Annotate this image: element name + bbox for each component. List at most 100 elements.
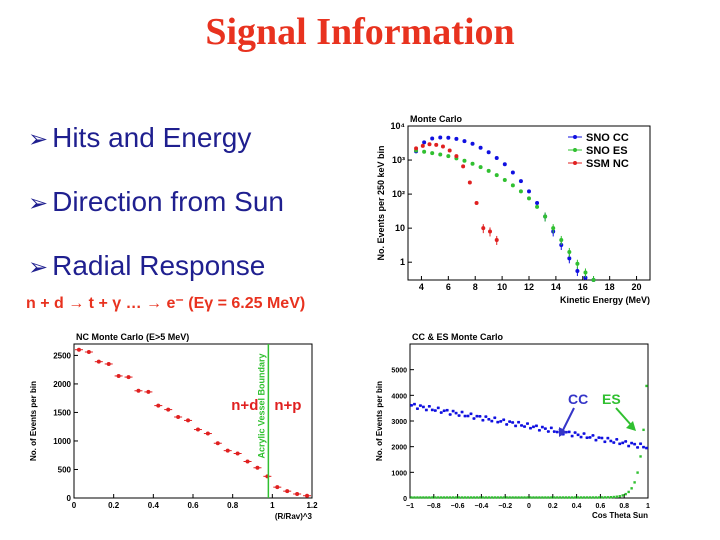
data-point (195, 427, 200, 432)
x-tick-label: 0.6 (596, 503, 606, 510)
y-axis-label: No. of Events per bin (29, 381, 38, 461)
cc-data-point (475, 414, 479, 418)
annotation-np: n+p (274, 397, 301, 414)
data-point (467, 180, 472, 185)
cc-data-point (535, 424, 538, 428)
x-tick-label: −0.2 (498, 503, 512, 510)
cc-data-point (555, 430, 559, 434)
y-tick-label: 2000 (391, 445, 407, 452)
es-data-point (481, 496, 485, 499)
cc-data-point (588, 436, 592, 439)
es-data-point (434, 496, 437, 499)
cc-data-point (457, 414, 461, 417)
es-data-point (541, 496, 544, 499)
cc-data-point (615, 438, 619, 441)
es-data-point (588, 496, 592, 499)
x-tick-label: 0.6 (187, 501, 199, 510)
es-data-point (463, 496, 467, 499)
cc-data-point (538, 428, 541, 432)
es-data-point (523, 496, 526, 499)
cc-data-point (630, 441, 633, 445)
arrow-bullet-icon: ➢ (28, 253, 49, 281)
es-data-point (514, 496, 517, 499)
cc-data-point (419, 404, 422, 407)
x-tick-label: 18 (605, 282, 615, 292)
data-point (430, 136, 435, 141)
es-data-point (579, 496, 583, 499)
cc-data-point (633, 442, 636, 446)
y-tick-label: 3000 (391, 419, 407, 426)
cc-data-point (550, 426, 553, 430)
es-data-point (594, 496, 598, 499)
data-point (559, 237, 564, 242)
es-data-point (573, 496, 577, 499)
bullet-hits-energy: ➢ Hits and Energy (28, 122, 251, 154)
es-data-point (437, 496, 440, 499)
es-data-point (416, 496, 419, 499)
x-axis-label: Cos Theta Sun (592, 511, 648, 520)
cc-data-point (541, 425, 544, 429)
cc-data-point (585, 436, 589, 440)
data-point (235, 451, 240, 456)
cc-data-point (645, 446, 648, 450)
es-data-point (457, 496, 461, 499)
data-point (422, 149, 427, 154)
cc-data-point (422, 405, 425, 409)
es-data-point (636, 471, 639, 474)
es-data-point (538, 496, 541, 499)
data-point (535, 204, 540, 209)
data-point (285, 489, 290, 494)
radial-response-chart: NC Monte Carlo (E>5 MeV) 0 0.2 0.4 0.6 0.8 1 1.… (29, 332, 318, 521)
x-tick-label: −0.8 (427, 503, 441, 510)
cc-data-point (603, 440, 607, 444)
y-tick-label: 1 (400, 257, 405, 267)
es-data-point (419, 496, 422, 499)
x-tick-label: 1 (646, 503, 650, 510)
cc-data-point (582, 432, 586, 435)
legend-entry: SNO CC (586, 132, 629, 144)
cc-data-point (463, 414, 467, 418)
data-point (518, 189, 523, 194)
data-point (275, 485, 280, 490)
es-data-point (487, 496, 491, 499)
es-data-point (570, 496, 574, 499)
cc-data-point (481, 418, 485, 422)
data-point (205, 431, 210, 436)
data-point (295, 492, 300, 497)
es-data-point (633, 481, 636, 484)
data-point (438, 152, 443, 157)
es-data-point (597, 496, 601, 499)
es-data-point (639, 455, 642, 458)
x-tick-label: 0.2 (108, 501, 120, 510)
legend-entry: SSM NC (586, 158, 629, 170)
data-point (446, 135, 451, 140)
es-data-point (466, 496, 470, 499)
x-tick-label: 0.4 (572, 503, 582, 510)
data-point (215, 441, 220, 446)
data-point (420, 143, 425, 148)
x-tick-label: 0 (72, 501, 77, 510)
cc-data-point (636, 446, 639, 449)
es-data-point (600, 496, 604, 499)
es-data-point (493, 496, 496, 499)
data-point (126, 375, 131, 380)
x-tick-label: 6 (446, 282, 451, 292)
x-tick-label: 0 (527, 503, 531, 510)
es-data-point (460, 496, 464, 499)
es-data-point (469, 496, 473, 499)
data-point (478, 165, 483, 170)
x-tick-label: 4 (419, 282, 424, 292)
cc-data-point (591, 434, 595, 437)
chart-title: CC & ES Monte Carlo (412, 332, 504, 342)
cc-data-point (520, 424, 523, 427)
x-tick-label: −0.6 (451, 503, 465, 510)
y-tick-label: 10 (395, 223, 405, 233)
data-point (470, 141, 475, 146)
data-point (575, 269, 580, 274)
es-data-point (562, 496, 565, 499)
es-data-point (484, 496, 488, 499)
es-data-point (591, 496, 595, 499)
data-point (583, 275, 588, 280)
x-tick-label: 14 (551, 282, 561, 292)
bullet-text: Radial Response (52, 250, 266, 281)
